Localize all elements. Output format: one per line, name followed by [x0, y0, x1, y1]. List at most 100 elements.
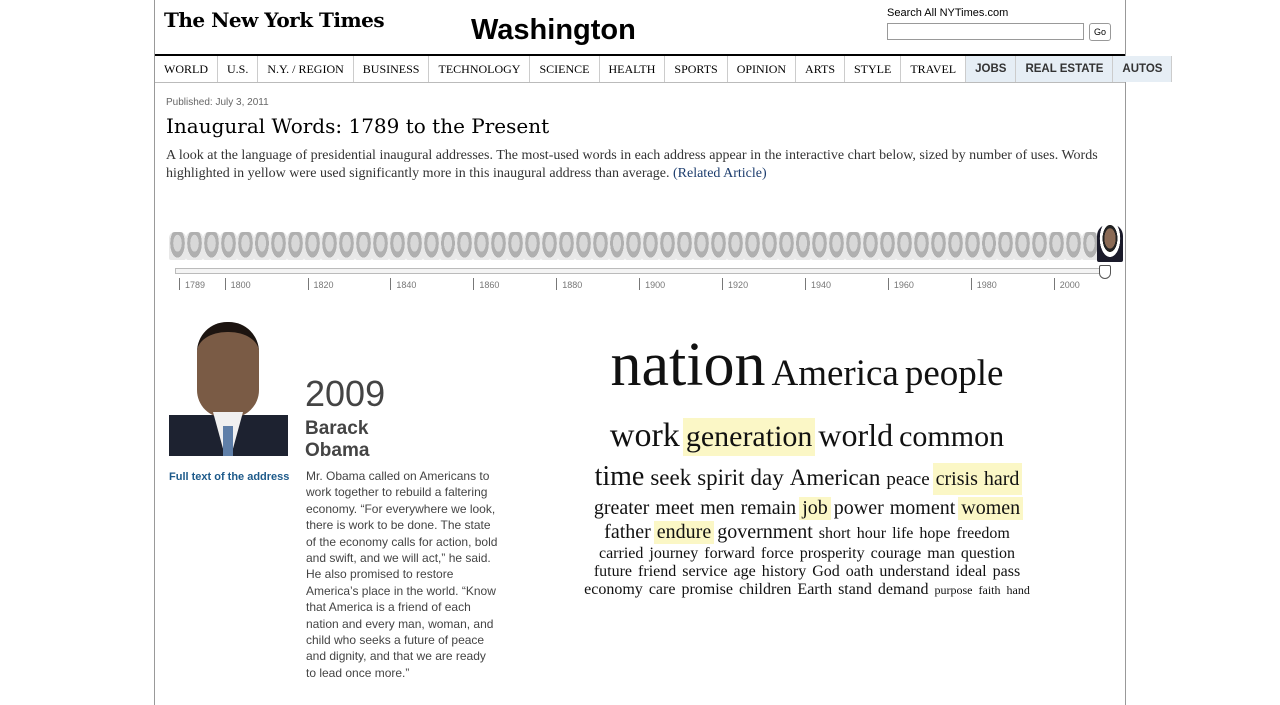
nav-item-jobs[interactable]: JOBS: [966, 56, 1017, 82]
nav-item-u-s[interactable]: U.S.: [218, 56, 259, 82]
president-portrait-icon[interactable]: [456, 232, 474, 260]
president-portrait-icon[interactable]: [185, 232, 203, 260]
cloud-word-god[interactable]: God: [812, 563, 840, 580]
cloud-word-economy[interactable]: economy: [584, 581, 643, 598]
cloud-word-children[interactable]: children: [739, 581, 792, 598]
president-faces-strip[interactable]: [169, 228, 1099, 260]
president-portrait-icon[interactable]: [388, 232, 406, 260]
cloud-word-journey[interactable]: journey: [649, 545, 699, 562]
cloud-word-carried[interactable]: carried: [598, 545, 644, 562]
cloud-word-short[interactable]: short: [818, 525, 851, 542]
nav-item-travel[interactable]: TRAVEL: [901, 56, 967, 82]
president-portrait-icon[interactable]: [219, 232, 237, 260]
timeline-slider-handle[interactable]: [1099, 265, 1111, 279]
cloud-word-courage[interactable]: courage: [870, 545, 922, 562]
president-portrait-icon[interactable]: [980, 232, 998, 260]
selected-president-portrait-icon[interactable]: [1097, 224, 1123, 262]
president-portrait-icon[interactable]: [845, 232, 863, 260]
president-portrait-icon[interactable]: [236, 232, 254, 260]
president-portrait-icon[interactable]: [557, 232, 575, 260]
president-portrait-icon[interactable]: [642, 232, 660, 260]
president-portrait-icon[interactable]: [202, 232, 220, 260]
cloud-word-ideal[interactable]: ideal: [955, 563, 987, 580]
cloud-word-crisis[interactable]: crisis: [932, 463, 981, 495]
cloud-word-men[interactable]: men: [700, 497, 735, 519]
nav-item-opinion[interactable]: OPINION: [728, 56, 797, 82]
cloud-word-common[interactable]: common: [899, 420, 1005, 453]
president-portrait-icon[interactable]: [354, 232, 372, 260]
president-portrait-icon[interactable]: [811, 232, 829, 260]
president-portrait-icon[interactable]: [338, 232, 355, 260]
president-portrait-icon[interactable]: [912, 232, 930, 260]
president-portrait-icon[interactable]: [743, 232, 761, 260]
president-portrait-icon[interactable]: [760, 232, 778, 260]
cloud-word-people[interactable]: people: [904, 353, 1004, 394]
nyt-logo[interactable]: The New York Times: [164, 8, 385, 32]
president-portrait-icon[interactable]: [574, 232, 592, 260]
president-portrait-icon[interactable]: [862, 232, 880, 260]
section-title[interactable]: Washington: [471, 14, 636, 46]
cloud-word-work[interactable]: work: [609, 417, 680, 454]
nav-item-arts[interactable]: ARTS: [796, 56, 845, 82]
cloud-word-question[interactable]: question: [960, 545, 1016, 562]
president-portrait-icon[interactable]: [1048, 232, 1066, 260]
president-portrait-icon[interactable]: [676, 232, 694, 260]
cloud-word-life[interactable]: life: [892, 525, 914, 542]
president-portrait-icon[interactable]: [540, 232, 558, 260]
cloud-word-forward[interactable]: forward: [704, 545, 755, 562]
president-portrait-icon[interactable]: [169, 232, 186, 260]
president-portrait-icon[interactable]: [1031, 232, 1049, 260]
president-portrait-icon[interactable]: [270, 232, 288, 260]
cloud-word-spirit[interactable]: spirit: [697, 465, 745, 490]
cloud-word-prosperity[interactable]: prosperity: [799, 545, 865, 562]
president-portrait-icon[interactable]: [997, 232, 1015, 260]
president-portrait-icon[interactable]: [929, 232, 947, 260]
cloud-word-hour[interactable]: hour: [856, 525, 887, 542]
search-go-button[interactable]: Go: [1089, 23, 1111, 41]
cloud-word-generation[interactable]: generation: [682, 418, 816, 456]
nav-item-technology[interactable]: TECHNOLOGY: [429, 56, 531, 82]
president-portrait-icon[interactable]: [794, 232, 812, 260]
cloud-word-power[interactable]: power: [833, 497, 884, 519]
cloud-word-earth[interactable]: Earth: [797, 581, 833, 598]
cloud-word-care[interactable]: care: [648, 581, 676, 598]
cloud-word-hope[interactable]: hope: [919, 525, 951, 542]
cloud-word-future[interactable]: future: [593, 563, 633, 580]
cloud-word-force[interactable]: force: [760, 545, 794, 562]
cloud-word-meet[interactable]: meet: [655, 497, 695, 519]
cloud-word-service[interactable]: service: [682, 563, 728, 580]
nav-item-business[interactable]: BUSINESS: [354, 56, 430, 82]
president-portrait-icon[interactable]: [895, 232, 913, 260]
cloud-word-faith[interactable]: faith: [978, 583, 1001, 597]
cloud-word-stand[interactable]: stand: [838, 581, 872, 598]
president-portrait-icon[interactable]: [828, 232, 846, 260]
cloud-word-promise[interactable]: promise: [681, 581, 733, 598]
president-portrait-icon[interactable]: [422, 232, 440, 260]
cloud-word-women[interactable]: women: [958, 497, 1024, 520]
search-input[interactable]: [887, 23, 1084, 40]
president-portrait-icon[interactable]: [287, 232, 305, 260]
president-portrait-icon[interactable]: [625, 232, 643, 260]
cloud-word-nation[interactable]: nation: [610, 331, 766, 399]
president-portrait-icon[interactable]: [405, 232, 423, 260]
cloud-word-man[interactable]: man: [927, 545, 955, 562]
cloud-word-remain[interactable]: remain: [740, 497, 797, 519]
cloud-word-pass[interactable]: pass: [992, 563, 1021, 580]
nav-item-science[interactable]: SCIENCE: [530, 56, 600, 82]
cloud-word-american[interactable]: American: [789, 465, 881, 490]
cloud-word-hand[interactable]: hand: [1006, 583, 1030, 597]
president-portrait-icon[interactable]: [439, 232, 457, 260]
nav-item-style[interactable]: STYLE: [845, 56, 902, 82]
cloud-word-day[interactable]: day: [750, 465, 784, 490]
cloud-word-greater[interactable]: greater: [593, 497, 650, 519]
cloud-word-purpose[interactable]: purpose: [934, 583, 973, 597]
cloud-word-seek[interactable]: seek: [650, 465, 692, 490]
nav-item-autos[interactable]: AUTOS: [1113, 56, 1173, 82]
cloud-word-friend[interactable]: friend: [638, 563, 677, 580]
nav-item-world[interactable]: WORLD: [155, 56, 218, 82]
president-portrait-icon[interactable]: [726, 232, 744, 260]
cloud-word-government[interactable]: government: [717, 521, 813, 543]
related-article-link[interactable]: (Related Article): [672, 166, 767, 181]
president-portrait-icon[interactable]: [490, 232, 508, 260]
cloud-word-history[interactable]: history: [761, 563, 807, 580]
